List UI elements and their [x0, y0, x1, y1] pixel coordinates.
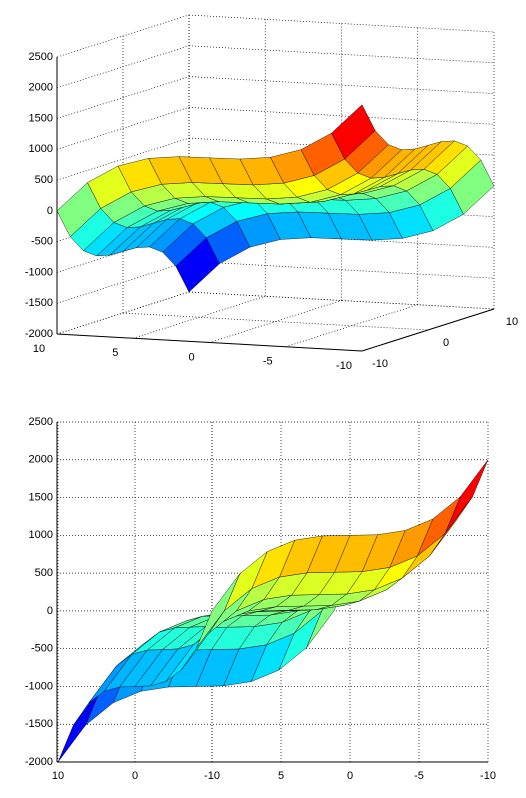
x-tick-label: 5 [278, 770, 284, 782]
surface-patch [444, 459, 489, 534]
grid-line [56, 76, 190, 119]
z-tick-label: 500 [35, 567, 53, 579]
z-tick-label: -2000 [25, 756, 53, 768]
z-tick-label: 2500 [29, 416, 53, 428]
x-tick-label: -5 [414, 770, 424, 782]
z-tick-label: 0 [47, 205, 53, 217]
z-tick-label: 1500 [29, 491, 53, 503]
z-tick-label: 2500 [29, 51, 53, 63]
z-tick-label: 2000 [29, 82, 53, 94]
z-tick-label: -1000 [25, 680, 53, 692]
z-tick-label: 0 [47, 605, 53, 617]
z-tick-label: 500 [35, 174, 53, 186]
y-tick-label: 0 [443, 337, 449, 349]
x-tick-label: 0 [347, 770, 353, 782]
surface-patch [331, 104, 376, 160]
axis-line [56, 333, 363, 352]
x-tick-label: -10 [336, 360, 352, 372]
x-tick-label: 10 [33, 343, 45, 355]
y-tick-label: 10 [52, 770, 64, 782]
grid-line [56, 106, 190, 150]
axis-line [361, 308, 495, 352]
surface-patch [196, 573, 240, 648]
z-tick-label: 2000 [29, 454, 53, 466]
z-tick-label: -2000 [25, 328, 53, 340]
grid-line [285, 304, 418, 348]
x-tick-label: -10 [480, 770, 496, 782]
x-tick-label: 5 [112, 347, 118, 359]
x-tick-label: -5 [263, 356, 273, 368]
y-tick-label: -10 [204, 770, 220, 782]
z-tick-label: -500 [31, 236, 53, 248]
surface-patch [57, 688, 102, 763]
z-tick-label: -1500 [25, 297, 53, 309]
z-tick-label: -1500 [25, 718, 53, 730]
grid-line [188, 76, 495, 94]
y-tick-label: -10 [372, 358, 388, 370]
y-tick-label: 0 [132, 770, 138, 782]
z-tick-label: 1000 [29, 529, 53, 541]
grid-line [133, 295, 266, 339]
z-tick-label: 1500 [29, 112, 53, 124]
grid-line [188, 106, 495, 125]
grid-line [209, 300, 342, 343]
z-tick-label: -1000 [25, 266, 53, 278]
z-tick-label: -500 [31, 643, 53, 655]
x-tick-label: 0 [188, 351, 194, 363]
y-tick-label: 10 [506, 316, 518, 328]
z-tick-label: 1000 [29, 143, 53, 155]
